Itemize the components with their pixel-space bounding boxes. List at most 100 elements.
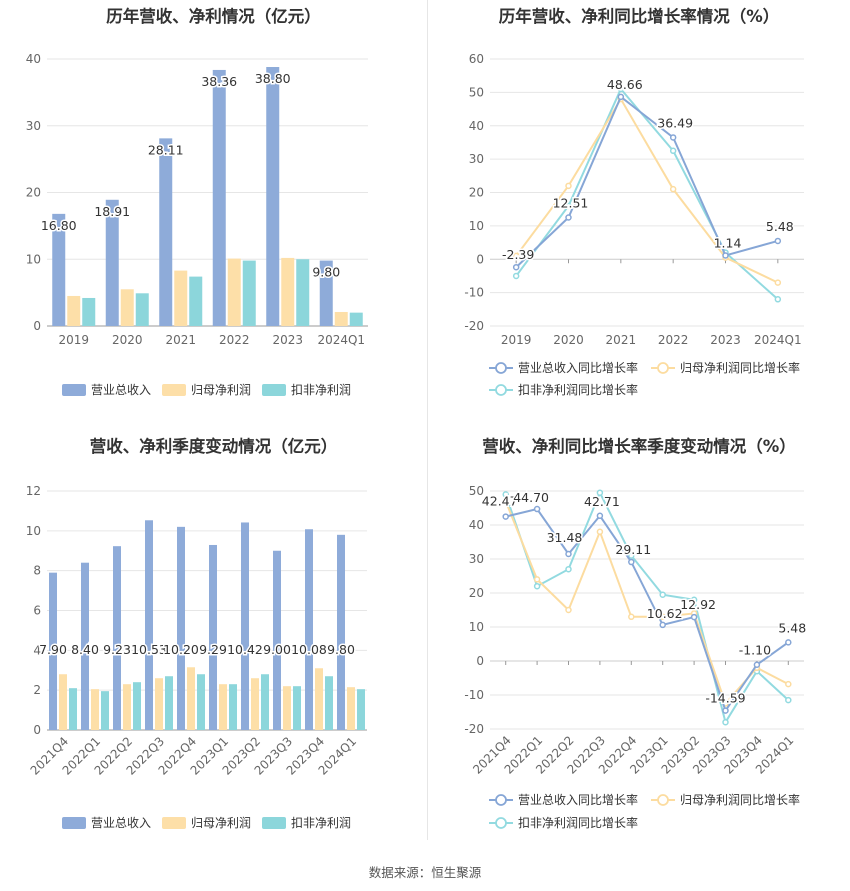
x-tick-label: 2023 — [272, 333, 303, 347]
chart-title: 历年营收、净利情况（亿元） — [106, 7, 321, 26]
data-point — [669, 185, 677, 193]
data-point — [774, 296, 782, 303]
data-point — [669, 147, 677, 155]
x-tick-label: 2019 — [501, 333, 532, 347]
y-tick-label: -10 — [464, 286, 484, 300]
y-tick-label: 40 — [26, 52, 41, 66]
data-point — [722, 707, 729, 714]
data-label: 10.08 — [291, 642, 327, 657]
data-label: 9.29 — [199, 642, 227, 657]
data-label: -1.10 — [739, 643, 771, 658]
data-point — [628, 552, 635, 559]
legend-swatch — [262, 817, 286, 829]
data-label: 10.62 — [647, 606, 683, 621]
legend-marker — [657, 794, 669, 806]
data-label: 28.11 — [148, 142, 184, 157]
bar-net-profit — [67, 295, 81, 326]
data-point — [722, 252, 729, 259]
bar-deducted-profit — [69, 688, 77, 730]
data-point — [774, 279, 782, 286]
y-tick-label: -20 — [464, 722, 484, 736]
y-tick-label: -10 — [464, 688, 484, 702]
legend-label: 归母净利润 — [191, 816, 251, 830]
bar-net-profit — [281, 257, 295, 326]
y-tick-label: 20 — [469, 186, 484, 200]
panel-quarterly-growth: 营收、净利同比增长率季度变动情况（%） -20 -10 0 10 20 30 40 50 42.… — [428, 425, 850, 845]
bar-revenue — [177, 526, 185, 730]
y-tick-label: 12 — [26, 484, 41, 498]
data-point — [753, 661, 761, 668]
bar-net-profit — [315, 668, 323, 730]
data-point — [785, 696, 792, 704]
data-label: 38.80 — [255, 71, 291, 86]
data-point — [565, 202, 572, 210]
y-tick-label: 30 — [469, 552, 484, 566]
data-label: -2.39 — [502, 247, 534, 262]
chart-title: 营收、净利同比增长率季度变动情况（%） — [482, 437, 796, 456]
data-point — [690, 613, 698, 621]
data-point — [565, 606, 572, 614]
bar-revenue — [105, 199, 119, 326]
data-point — [565, 214, 572, 221]
bar-revenue — [319, 260, 333, 326]
data-point — [785, 680, 792, 688]
bar-revenue — [159, 138, 173, 326]
y-tick-label: 30 — [26, 119, 41, 133]
data-label: 9.80 — [327, 642, 355, 657]
data-point — [617, 85, 625, 93]
x-tick-label: 2020 — [112, 333, 143, 347]
data-label: 12.51 — [553, 195, 589, 210]
data-point — [628, 558, 635, 566]
legend-swatch — [262, 384, 286, 396]
data-point — [659, 591, 666, 598]
bar-revenue — [113, 546, 121, 730]
legend-label: 归母净利润同比增长率 — [680, 792, 800, 807]
x-tick-label: 2022 — [658, 333, 689, 347]
data-label: 7.90 — [39, 642, 67, 657]
annual-bar-chart: 0 10 20 30 40 16.80 18.91 28.11 38.36 38.80 9.80 20… — [26, 52, 368, 397]
bar-net-profit — [227, 258, 241, 326]
data-point — [659, 613, 666, 621]
bar-net-profit — [187, 667, 195, 730]
data-label: -14.59 — [705, 691, 745, 706]
data-point — [722, 718, 729, 726]
bar-deducted-profit — [325, 676, 333, 730]
data-point — [690, 596, 698, 604]
data-label: 42.47 — [482, 494, 518, 509]
data-point — [596, 528, 604, 536]
bar-revenue — [337, 534, 345, 730]
data-point — [502, 497, 509, 505]
data-point — [785, 639, 792, 646]
legend-swatch — [62, 384, 86, 396]
data-point — [659, 621, 666, 629]
data-point — [512, 272, 520, 280]
legend-label: 营业总收入 — [91, 383, 151, 397]
bar-net-profit — [251, 678, 259, 730]
data-point — [596, 512, 604, 520]
legend-label: 营业总收入同比增长率 — [518, 792, 638, 807]
bar-net-profit — [334, 311, 348, 326]
bar-deducted-profit — [357, 689, 365, 730]
y-tick-label: 0 — [476, 654, 484, 668]
bar-revenue — [52, 213, 66, 326]
bar-net-profit — [174, 270, 188, 326]
legend-marker — [657, 362, 669, 374]
y-tick-label: 40 — [469, 518, 484, 532]
bar-deducted-profit — [293, 686, 301, 730]
data-point — [512, 252, 520, 260]
bar-net-profit — [120, 289, 134, 326]
bar-net-profit — [59, 674, 67, 730]
x-tick-label: 2021 — [606, 333, 637, 347]
bar-deducted-profit — [349, 312, 363, 326]
panel-annual-growth: 历年营收、净利同比增长率情况（%） -20 -10 0 10 20 30 40 50 60 -2.… — [428, 0, 850, 415]
data-point — [617, 93, 625, 101]
bar-deducted-profit — [189, 276, 203, 326]
data-point — [533, 582, 541, 590]
y-tick-label: 60 — [469, 52, 484, 66]
legend-label: 归母净利润 — [191, 383, 251, 397]
bar-revenue — [241, 522, 249, 730]
x-tick-label: 2024Q1 — [317, 333, 365, 347]
data-label: 9.80 — [312, 265, 340, 280]
